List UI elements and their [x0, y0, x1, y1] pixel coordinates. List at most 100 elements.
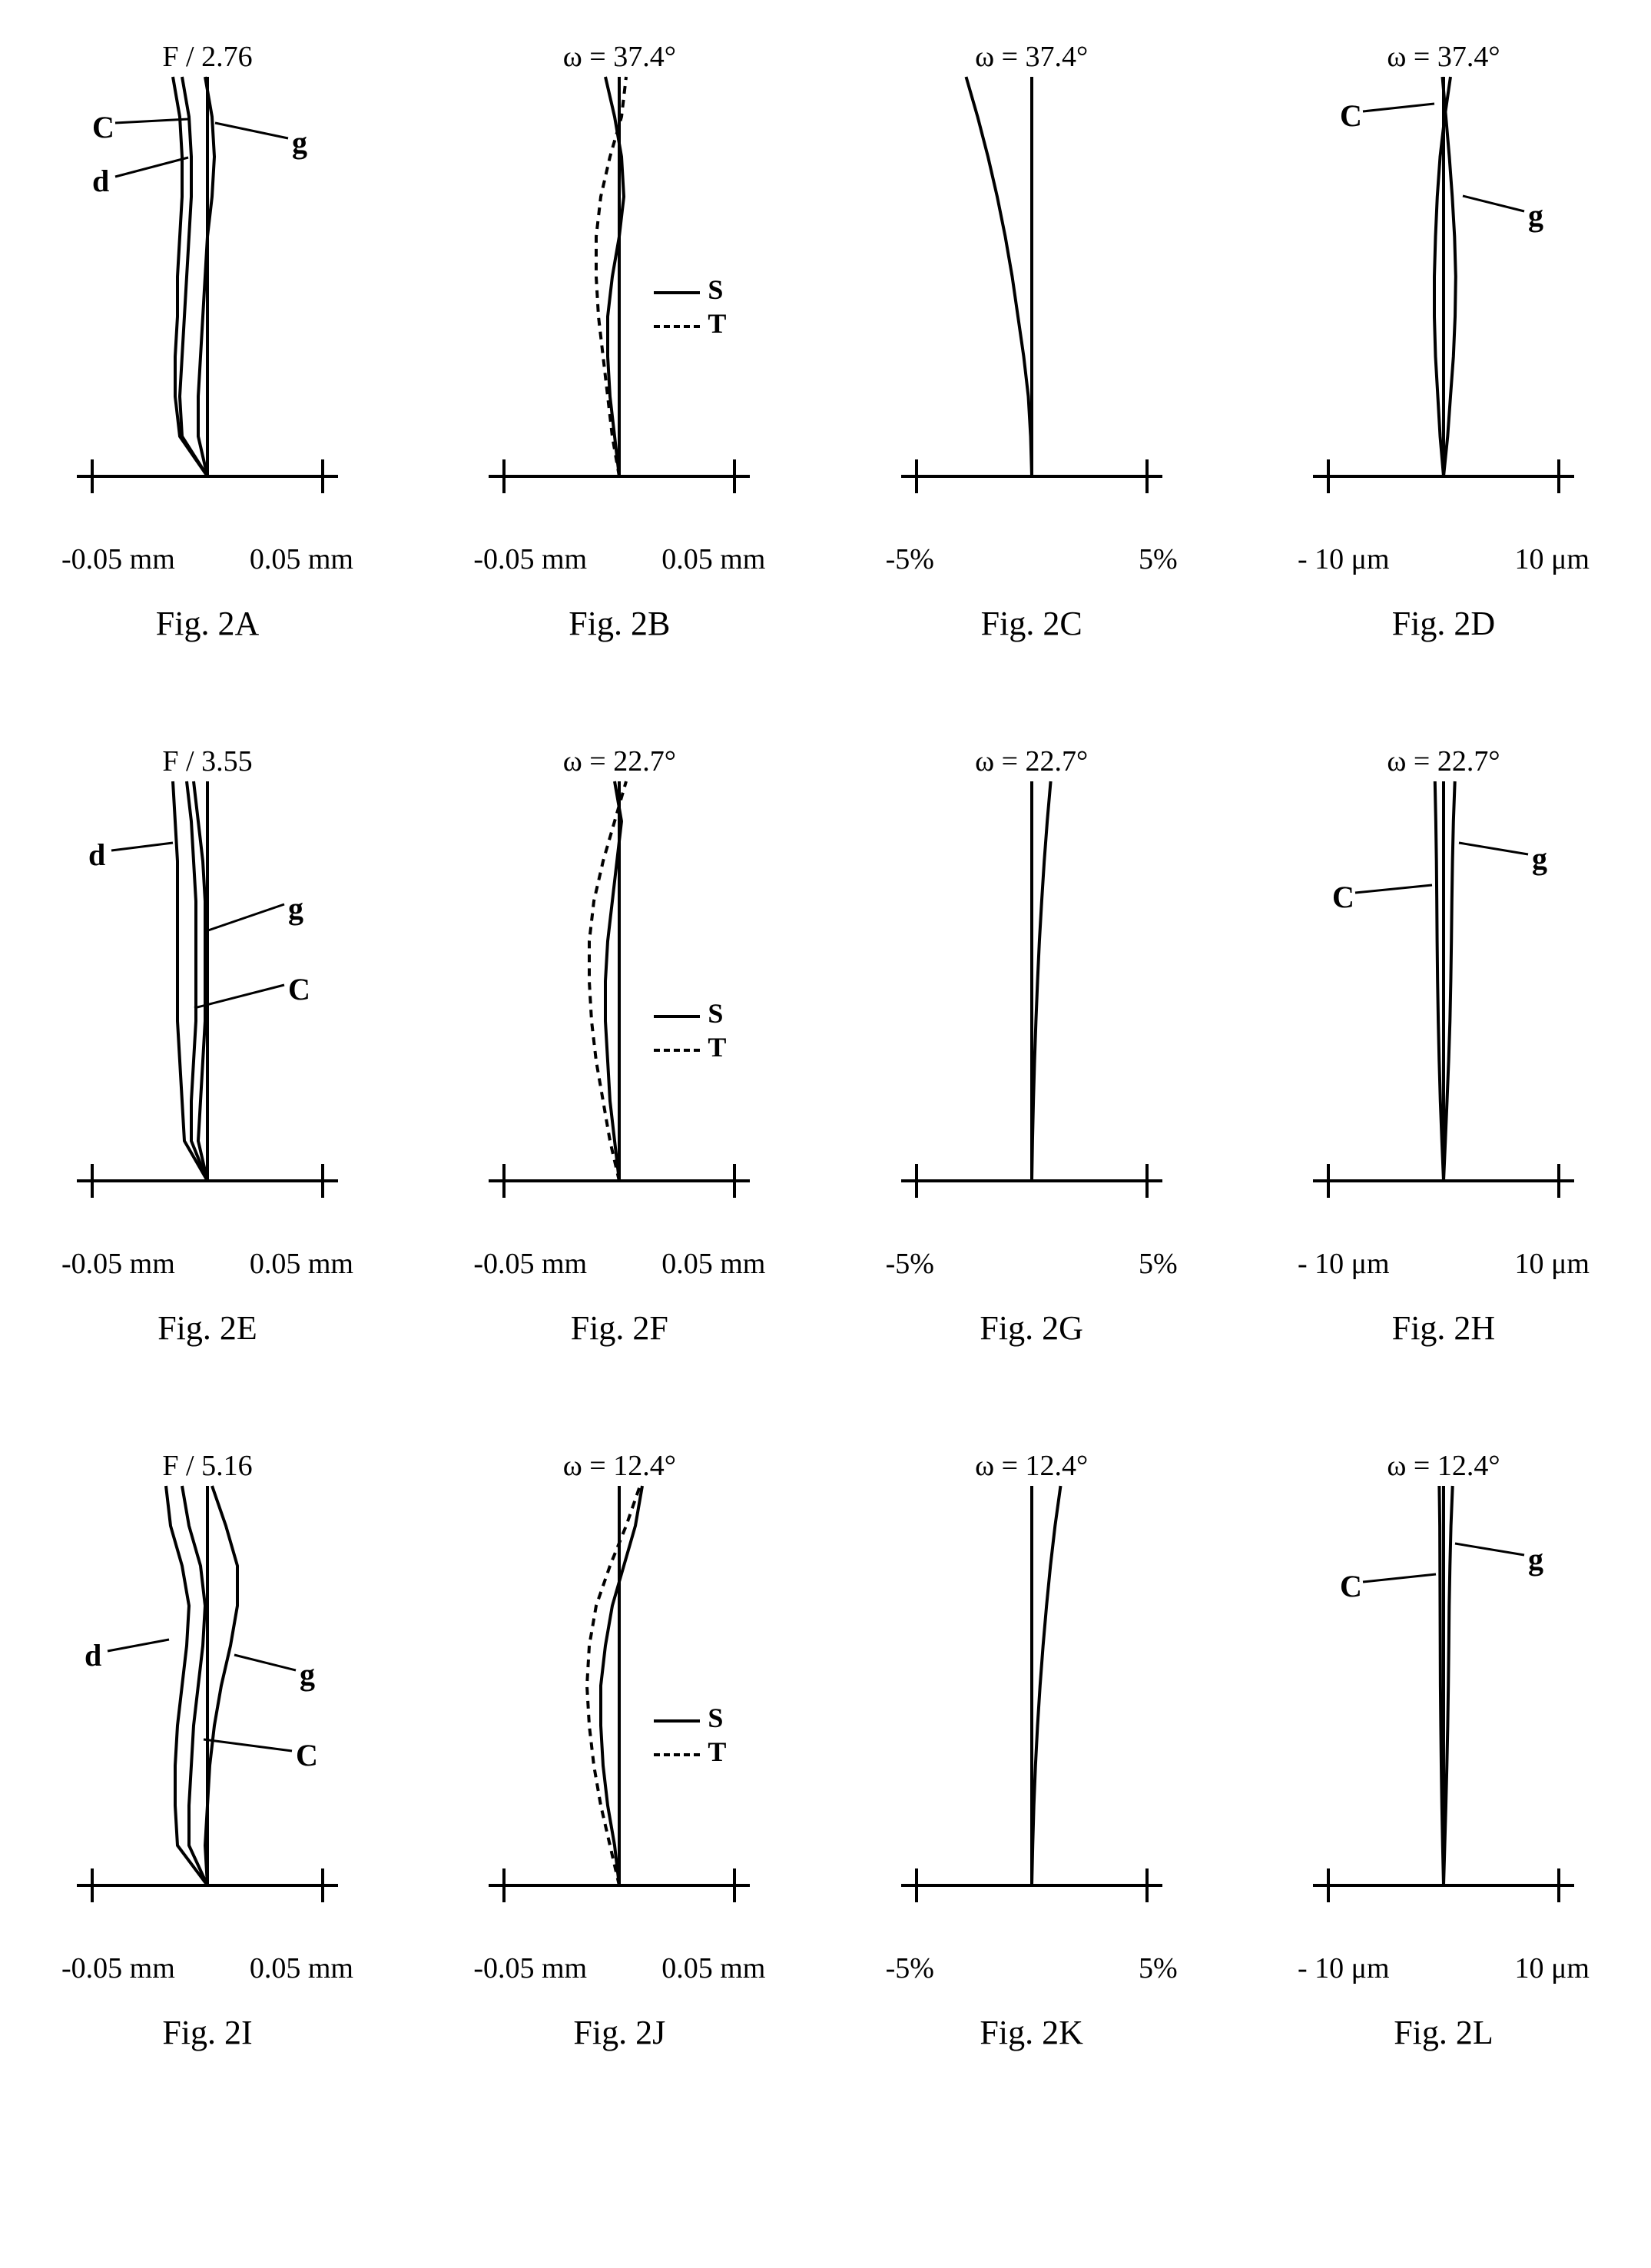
plot-row: F / 2.76Cdg-0.05 mm0.05 mmFig. 2Aω = 37.… — [31, 46, 1620, 643]
figure-caption: Fig. 2I — [162, 2013, 252, 2052]
plot-svg — [61, 1455, 353, 1947]
plot-area: ω = 37.4°Cg — [1298, 46, 1590, 538]
aberration-panel: ω = 12.4°ST -0.05 mm0.05 mm Fig. 2J — [443, 1455, 796, 2052]
curve-S — [601, 1486, 642, 1885]
x-axis-labels: - 10 μm10 μm — [1298, 1247, 1590, 1281]
x-axis-labels: -5%5% — [886, 1951, 1178, 1985]
figure-caption: Fig. 2G — [980, 1308, 1082, 1348]
figure-caption: Fig. 2J — [573, 2013, 665, 2052]
plot-area: ω = 12.4°ST — [473, 1455, 765, 1947]
panel-title: F / 5.16 — [61, 1449, 353, 1483]
curve-label: g — [288, 890, 303, 927]
curve-d — [180, 77, 207, 476]
curve-label: g — [1532, 841, 1547, 877]
curve-label: d — [92, 163, 109, 199]
curve-C — [182, 1486, 207, 1885]
x-axis-labels: - 10 μm 10 μm — [1298, 542, 1590, 576]
figure-caption: Fig. 2B — [569, 604, 670, 643]
curve-label: C — [296, 1737, 318, 1773]
x-axis-neg: - 10 μm — [1298, 542, 1390, 576]
plot-area: ω = 37.4°ST — [473, 46, 765, 538]
figure-caption: Fig. 2K — [980, 2013, 1082, 2052]
plot-svg — [886, 46, 1178, 538]
x-axis-neg: -0.05 mm — [61, 1951, 175, 1985]
legend: ST — [654, 996, 726, 1064]
legend-label: S — [708, 1703, 723, 1733]
x-axis-pos: 0.05 mm — [250, 542, 353, 576]
aberration-panel: F / 2.76Cdg-0.05 mm0.05 mmFig. 2A — [31, 46, 384, 643]
x-axis-labels: -0.05 mm 0.05 mm — [61, 1951, 353, 1985]
legend: ST — [654, 273, 726, 340]
x-axis-pos: 0.05 mm — [661, 1951, 765, 1985]
curve-main — [966, 77, 1032, 476]
curve-g — [1444, 781, 1455, 1181]
x-axis-labels: -0.05 mm0.05 mm — [61, 542, 353, 576]
panel-title: ω = 37.4° — [1298, 40, 1590, 74]
curve-label: g — [300, 1656, 315, 1693]
plot-area: ω = 22.7°ST — [473, 751, 765, 1242]
x-axis-labels: -5% 5% — [886, 542, 1178, 576]
curve-label: d — [85, 1637, 101, 1673]
plot-area: F / 5.16dgC — [61, 1455, 353, 1947]
curve-main — [1032, 1486, 1061, 1885]
plot-area: F / 2.76Cdg — [61, 46, 353, 538]
aberration-panel: ω = 37.4°-5%5%Fig. 2C — [855, 46, 1208, 643]
x-axis-pos: 0.05 mm — [250, 1247, 353, 1281]
x-axis-pos: 5% — [1139, 1951, 1178, 1985]
x-axis-neg: -0.05 mm — [473, 542, 587, 576]
legend-label: S — [708, 998, 723, 1029]
legend-label: T — [708, 1736, 726, 1767]
curve-label: C — [1340, 98, 1362, 134]
figure-caption: Fig. 2H — [1392, 1308, 1495, 1348]
figure-caption: Fig. 2L — [1394, 2013, 1494, 2052]
curve-label: g — [1528, 1541, 1543, 1577]
panel-title: ω = 12.4° — [1298, 1449, 1590, 1483]
x-axis-neg: - 10 μm — [1298, 1951, 1390, 1985]
x-axis-neg: -5% — [886, 542, 934, 576]
plot-area: ω = 22.7°Cg — [1298, 751, 1590, 1242]
curve-label: C — [1340, 1568, 1362, 1604]
plot-area: ω = 12.4°Cg — [1298, 1455, 1590, 1947]
plot-area: ω = 12.4° — [886, 1455, 1178, 1947]
x-axis-labels: -0.05 mm0.05 mm — [61, 1247, 353, 1281]
aberration-panel: F / 3.55dgC-0.05 mm0.05 mmFig. 2E — [31, 751, 384, 1348]
x-axis-labels: -0.05 mm0.05 mm — [473, 1951, 765, 1985]
x-axis-pos: 0.05 mm — [661, 1247, 765, 1281]
curve-g — [205, 1486, 237, 1885]
x-axis-pos: 5% — [1139, 542, 1178, 576]
curve-main — [1032, 781, 1051, 1181]
panel-title: ω = 37.4° — [886, 40, 1178, 74]
plot-svg — [886, 751, 1178, 1242]
aberration-plot-grid: F / 2.76Cdg-0.05 mm0.05 mmFig. 2Aω = 37.… — [31, 46, 1620, 2052]
curve-label: C — [288, 971, 310, 1007]
x-axis-labels: -0.05 mm 0.05 mm — [473, 542, 765, 576]
x-axis-labels: - 10 μm 10 μm — [1298, 1951, 1590, 1985]
aberration-panel: ω = 22.7°-5%5%Fig. 2G — [855, 751, 1208, 1348]
curve-label: C — [1332, 879, 1354, 915]
figure-caption: Fig. 2E — [157, 1308, 257, 1348]
aberration-panel: ω = 22.7°ST -0.05 mm 0.05 mm Fig. 2F — [443, 751, 796, 1348]
x-axis-pos: 0.05 mm — [250, 1951, 353, 1985]
aberration-panel: ω = 37.4°Cg- 10 μm10 μmFig. 2D — [1267, 46, 1620, 643]
legend-label: S — [708, 274, 723, 305]
plot-area: F / 3.55dgC — [61, 751, 353, 1242]
panel-title: ω = 22.7° — [886, 744, 1178, 778]
figure-caption: Fig. 2F — [571, 1308, 668, 1348]
panel-title: F / 2.76 — [61, 40, 353, 74]
plot-svg — [1298, 751, 1590, 1242]
curve-label: g — [292, 124, 307, 161]
curve-T — [587, 1486, 640, 1885]
figure-caption: Fig. 2A — [156, 604, 259, 643]
x-axis-pos: 0.05 mm — [661, 542, 765, 576]
x-axis-pos: 10 μm — [1515, 1951, 1590, 1985]
legend: ST — [654, 1701, 726, 1769]
x-axis-neg: -0.05 mm — [473, 1247, 587, 1281]
curve-S — [605, 77, 624, 476]
plot-row: F / 3.55dgC-0.05 mm0.05 mmFig. 2Eω = 22.… — [31, 751, 1620, 1348]
x-axis-neg: - 10 μm — [1298, 1247, 1390, 1281]
x-axis-labels: -5%5% — [886, 1247, 1178, 1281]
x-axis-pos: 10 μm — [1515, 542, 1590, 576]
legend-label: T — [708, 308, 726, 339]
aberration-panel: F / 5.16dgC-0.05 mm0.05 mmFig. 2I — [31, 1455, 384, 2052]
panel-title: ω = 22.7° — [473, 744, 765, 778]
